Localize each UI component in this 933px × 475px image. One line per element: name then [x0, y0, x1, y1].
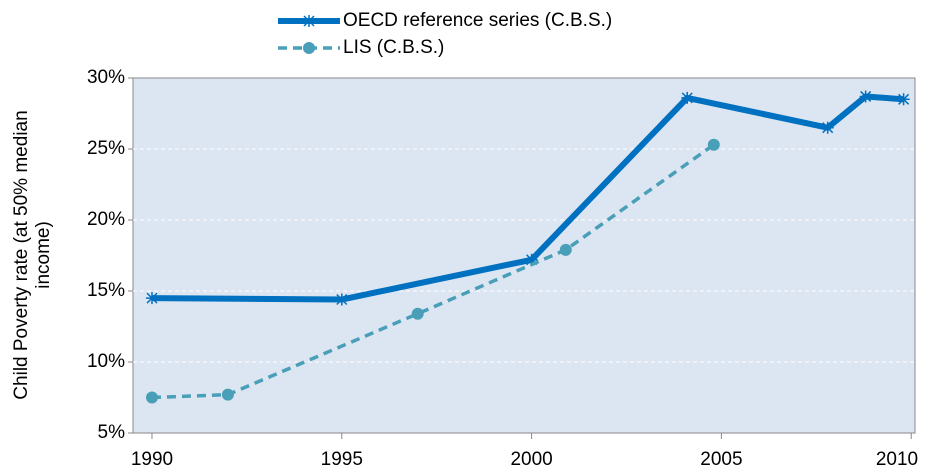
point	[821, 121, 834, 134]
y-tick-label: 30%	[87, 67, 125, 88]
point	[411, 307, 424, 320]
x-tick-label: 1995	[321, 449, 363, 470]
y-tick-label: 10%	[87, 351, 125, 372]
y-tick-label: 15%	[87, 280, 125, 301]
point	[897, 93, 910, 106]
plot-area	[132, 77, 916, 434]
legend-marker	[303, 42, 315, 54]
point	[859, 90, 872, 103]
y-tick-label: 25%	[87, 138, 125, 159]
x-tick-label: 1990	[131, 449, 173, 470]
series-line	[151, 143, 715, 400]
point	[707, 138, 720, 151]
point	[145, 292, 158, 305]
point	[681, 91, 694, 104]
point	[145, 391, 158, 404]
x-tick-label: 2010	[876, 449, 918, 470]
legend-marker	[303, 15, 315, 27]
point	[525, 253, 538, 266]
legend-label: OECD reference series (C.B.S.)	[343, 10, 612, 31]
point	[221, 388, 234, 401]
legend-label: LIS (C.B.S.)	[343, 37, 444, 58]
y-tick-label: 5%	[98, 422, 126, 443]
point	[335, 293, 348, 306]
x-tick-label: 2000	[510, 449, 552, 470]
x-tick-label: 2005	[700, 449, 742, 470]
point	[559, 243, 572, 256]
y-axis-label: income)	[33, 221, 54, 289]
y-tick-label: 20%	[87, 209, 125, 230]
y-axis-label: Child Poverty rate (at 50% median	[11, 110, 32, 399]
